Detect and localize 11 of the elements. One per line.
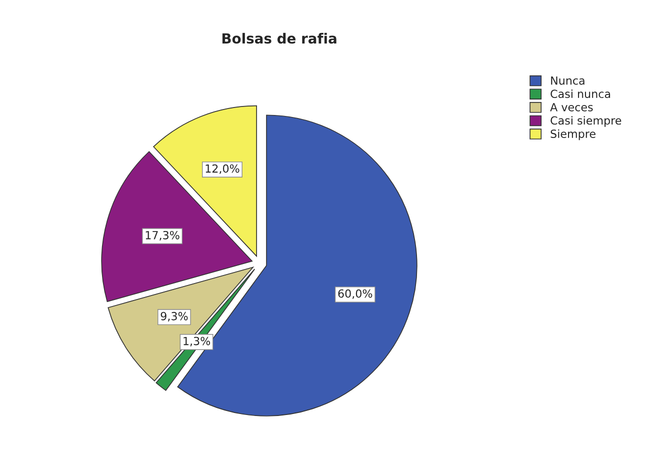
legend-label: Casi siempre: [550, 116, 622, 127]
legend-label: Siempre: [550, 129, 596, 140]
data-label: 17,3%: [146, 230, 180, 240]
legend-label: Nunca: [551, 76, 584, 85]
chart-title: Bolsas de rafia: [222, 32, 336, 44]
data-label: 9,3%: [160, 312, 188, 322]
data-label: 12,0%: [206, 164, 240, 174]
legend-label: A veces: [550, 103, 593, 112]
data-label: 1,3%: [184, 336, 210, 346]
data-label: 60,0%: [338, 289, 372, 299]
legend-label: Casi nunca: [550, 89, 610, 98]
